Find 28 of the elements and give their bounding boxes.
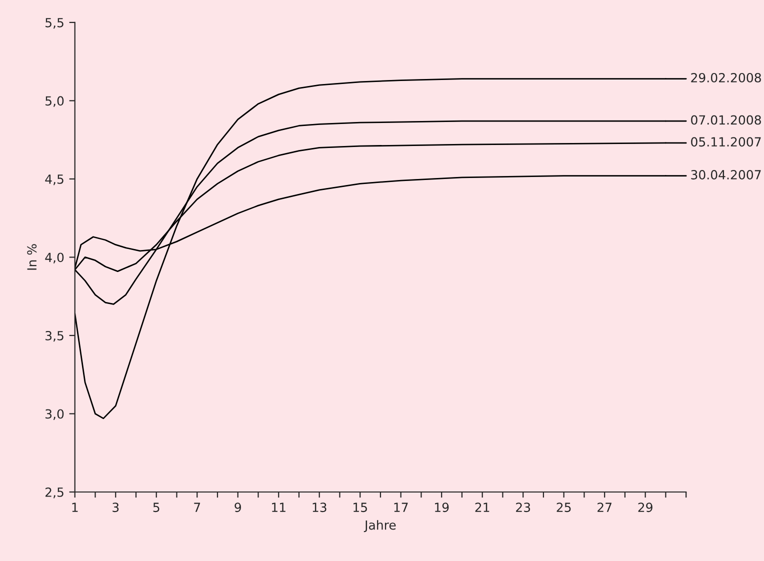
x-axis-title: Jahre: [364, 520, 396, 532]
legend-label: 29.02.2008: [691, 72, 761, 82]
y-axis-title: In %: [27, 244, 37, 270]
x-tick-label: 5: [153, 502, 160, 512]
x-tick-label: 1: [72, 502, 78, 512]
legend-label: 05.11.2007: [691, 137, 761, 147]
y-tick-label: 4,0: [45, 252, 64, 264]
y-tick-label: 4,5: [45, 174, 64, 186]
x-tick-label: 7: [194, 502, 200, 512]
x-tick-label: 15: [354, 502, 367, 512]
y-tick-label: 3,0: [46, 409, 64, 420]
x-tick-label: 21: [475, 502, 490, 512]
x-tick-label: 17: [394, 502, 408, 512]
x-tick-label: 27: [598, 502, 612, 512]
x-tick-label: 19: [435, 502, 449, 512]
legend-label: 07.01.2008: [691, 115, 761, 125]
x-tick-label: 25: [556, 502, 571, 512]
x-tick-label: 11: [272, 502, 286, 512]
x-tick-label: 9: [234, 502, 241, 512]
y-tick-label: 3,5: [46, 330, 64, 342]
x-tick-label: 13: [312, 502, 326, 512]
x-tick-label: 3: [112, 502, 119, 512]
legend-label: 30.04.2007: [691, 170, 761, 180]
y-tick-label: 5,5: [46, 18, 64, 29]
x-tick-label: 23: [516, 502, 530, 512]
y-tick-label: 2,5: [45, 487, 64, 498]
y-tick-label: 5,0: [46, 96, 64, 107]
x-tick-label: 29: [638, 502, 652, 512]
